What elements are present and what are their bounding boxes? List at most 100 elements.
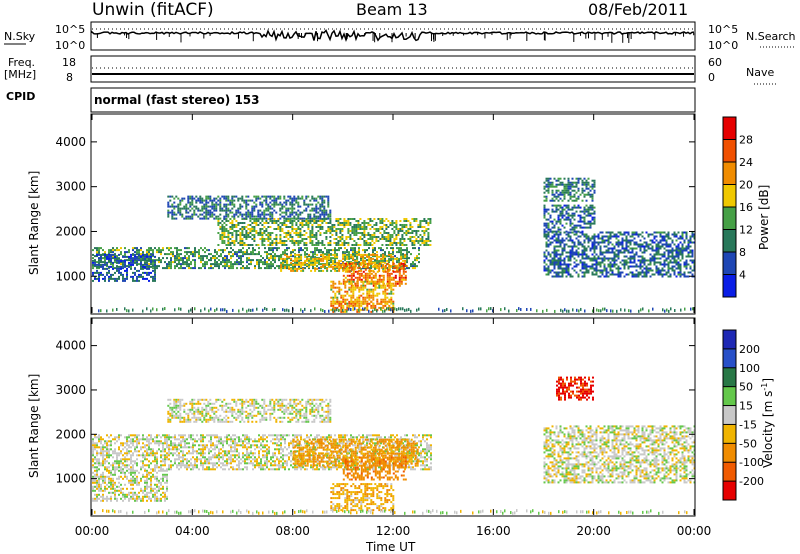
echo-cell xyxy=(212,263,214,266)
echo-cell xyxy=(557,216,560,219)
echo-cell xyxy=(92,253,94,256)
echo-cell xyxy=(345,238,348,240)
echo-cell xyxy=(374,282,377,285)
echo-cell xyxy=(639,267,642,270)
echo-cell xyxy=(350,294,353,297)
echo-cell xyxy=(271,213,274,216)
echo-cell xyxy=(547,253,550,256)
echo-cell xyxy=(372,270,375,273)
echo-cell xyxy=(227,242,230,244)
echo-cell xyxy=(637,235,640,238)
echo-cell xyxy=(583,271,586,274)
echo-cell xyxy=(555,195,558,198)
echo-cell xyxy=(235,220,238,222)
echo-cell xyxy=(617,255,620,258)
echo-cell xyxy=(344,247,346,250)
echo-cell xyxy=(227,213,230,216)
echo-cell xyxy=(633,237,636,240)
echo-cell xyxy=(577,275,580,278)
echo-cell xyxy=(225,207,228,210)
echo-cell xyxy=(637,255,640,258)
echo-cell xyxy=(180,257,182,260)
echo-cell xyxy=(486,309,488,313)
echo-cell xyxy=(191,199,194,202)
echo-cell xyxy=(295,234,298,236)
echo-cell xyxy=(563,271,566,274)
echo-cell xyxy=(229,218,232,220)
echo-cell xyxy=(627,239,630,242)
echo-cell xyxy=(547,191,550,194)
echo-cell xyxy=(264,259,266,262)
echo-cell xyxy=(259,232,262,234)
echo-cell xyxy=(226,265,228,268)
echo-cell xyxy=(94,259,96,262)
echo-cell xyxy=(569,218,572,221)
echo-cell xyxy=(174,265,176,268)
echo-cell xyxy=(394,264,397,267)
echo-cell xyxy=(288,263,291,266)
echo-cell xyxy=(316,265,318,268)
echo-cell xyxy=(173,213,176,216)
echo-cell xyxy=(663,273,666,276)
echo-cell xyxy=(245,232,248,234)
echo-cell xyxy=(228,267,230,270)
echo-cell xyxy=(418,249,420,252)
echo-cell xyxy=(343,220,346,222)
echo-cell xyxy=(371,220,374,222)
echo-cell xyxy=(585,179,588,182)
echo-cell xyxy=(575,233,578,236)
echo-cell xyxy=(329,209,332,212)
echo-cell xyxy=(597,269,600,272)
echo-cell xyxy=(253,236,256,238)
echo-cell xyxy=(342,278,345,281)
echo-cell xyxy=(342,266,345,269)
echo-cell xyxy=(336,306,339,309)
echo-cell xyxy=(222,251,224,254)
echo-cell xyxy=(409,222,412,224)
echo-cell xyxy=(279,209,282,212)
echo-cell xyxy=(567,216,570,219)
echo-cell xyxy=(334,300,337,303)
echo-cell xyxy=(667,249,670,252)
echo-cell xyxy=(332,282,335,285)
echo-cell xyxy=(362,255,365,258)
echo-cell xyxy=(385,228,388,230)
echo-cell xyxy=(402,272,405,275)
echo-cell xyxy=(277,220,280,222)
echo-cell xyxy=(372,265,375,268)
echo-cell xyxy=(681,255,684,258)
echo-cell xyxy=(348,278,351,281)
echo-cell xyxy=(621,233,624,236)
echo-cell xyxy=(545,249,548,252)
echo-cell xyxy=(239,228,242,230)
echo-cell xyxy=(553,265,556,268)
echo-cell xyxy=(371,244,374,246)
echo-cell xyxy=(154,261,156,264)
echo-cell xyxy=(551,275,554,278)
echo-cell xyxy=(635,243,638,246)
echo-cell xyxy=(383,238,386,240)
echo-cell xyxy=(170,259,172,262)
echo-cell xyxy=(299,230,302,232)
echo-cell xyxy=(362,276,365,279)
echo-cell xyxy=(198,253,200,256)
echo-cell xyxy=(140,253,142,256)
echo-cell xyxy=(350,253,353,256)
echo-cell xyxy=(369,228,372,230)
echo-cell xyxy=(335,242,338,244)
echo-cell xyxy=(353,228,356,230)
echo-cell xyxy=(382,298,385,301)
echo-cell xyxy=(577,224,580,227)
echo-cell xyxy=(293,244,296,246)
echo-cell xyxy=(128,259,130,262)
echo-cell xyxy=(329,218,332,220)
echo-cell xyxy=(313,213,316,216)
echo-cell xyxy=(346,290,349,293)
echo-cell xyxy=(286,267,288,270)
echo-cell xyxy=(410,309,412,313)
echo-cell xyxy=(569,193,572,196)
echo-cell xyxy=(462,307,464,311)
echo-cell xyxy=(577,181,580,184)
echo-cell xyxy=(317,215,320,218)
echo-cell xyxy=(649,263,652,266)
